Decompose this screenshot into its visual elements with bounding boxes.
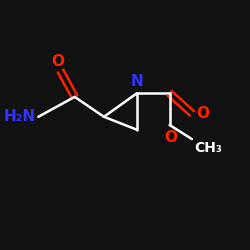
- Text: O: O: [196, 106, 209, 121]
- Text: CH₃: CH₃: [194, 142, 222, 156]
- Text: H₂N: H₂N: [4, 109, 36, 124]
- Text: O: O: [52, 54, 65, 69]
- Text: N: N: [130, 74, 143, 89]
- Text: O: O: [164, 130, 177, 145]
